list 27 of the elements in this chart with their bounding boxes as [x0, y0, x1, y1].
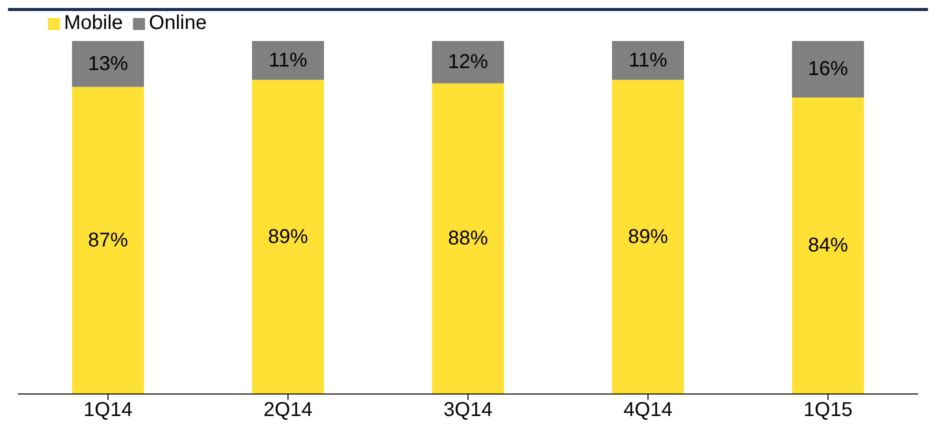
- x-tick-label: 2Q14: [264, 399, 312, 422]
- data-label: 89%: [628, 226, 668, 248]
- bar: [72, 41, 144, 87]
- x-tick-label: 1Q15: [804, 399, 852, 422]
- data-label: 88%: [448, 228, 488, 250]
- bar: [612, 80, 684, 394]
- bar: [432, 41, 504, 84]
- bar: [252, 80, 324, 394]
- bar: [72, 86, 144, 394]
- legend-label: Mobile: [64, 12, 123, 34]
- x-tick-label: 1Q14: [84, 399, 132, 422]
- bar: [252, 41, 324, 80]
- data-label: 89%: [268, 226, 308, 248]
- x-tick-label: 4Q14: [624, 399, 672, 422]
- data-label: 11%: [628, 49, 668, 72]
- data-label: 84%: [808, 234, 848, 257]
- data-label: 12%: [448, 51, 488, 74]
- x-tick-label: 3Q14: [444, 399, 492, 422]
- data-label: 87%: [88, 229, 128, 252]
- data-label: 11%: [268, 49, 308, 72]
- bar: [792, 41, 864, 98]
- legend-label: Online: [148, 12, 207, 34]
- data-label: 13%: [88, 52, 128, 75]
- data-label: 16%: [808, 58, 848, 80]
- bar: [612, 41, 684, 80]
- bar: [432, 83, 504, 394]
- bar: [792, 97, 864, 394]
